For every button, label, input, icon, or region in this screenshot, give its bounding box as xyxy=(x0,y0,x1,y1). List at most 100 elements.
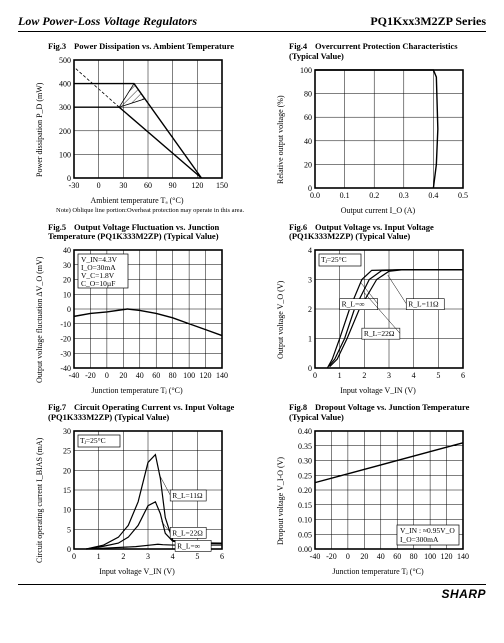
svg-text:2: 2 xyxy=(308,305,312,314)
svg-text:20: 20 xyxy=(304,160,312,169)
svg-text:20: 20 xyxy=(63,466,71,475)
svg-text:140: 140 xyxy=(457,552,469,561)
svg-text:Tⱼ=25°C: Tⱼ=25°C xyxy=(321,255,347,264)
svg-text:40: 40 xyxy=(63,246,71,255)
svg-text:0: 0 xyxy=(105,371,109,380)
fig7-xlabel: Input voltage V_IN (V) xyxy=(99,567,175,576)
fig8-xlabel: Junction temperature Tⱼ (°C) xyxy=(332,567,423,576)
svg-text:60: 60 xyxy=(144,181,152,190)
brand: SHARP xyxy=(441,587,486,601)
fig4-ylabel: Relative output voltage (%) xyxy=(276,64,285,215)
header-left: Low Power-Loss Voltage Regulators xyxy=(18,14,197,29)
svg-text:0.05: 0.05 xyxy=(298,530,312,539)
fig7-plot: 0123456051015202530Tⱼ=25°CR_L=11ΩR_L=22Ω… xyxy=(46,425,228,565)
svg-text:R_L=11Ω: R_L=11Ω xyxy=(172,491,203,500)
svg-text:0.2: 0.2 xyxy=(369,191,379,200)
fig8: Fig.8Dropout Voltage vs. Junction Temper… xyxy=(259,403,486,576)
svg-text:0.1: 0.1 xyxy=(340,191,350,200)
svg-text:80: 80 xyxy=(304,89,312,98)
svg-text:0.40: 0.40 xyxy=(298,427,312,436)
fig5-title: Fig.5Output Voltage Fluctuation vs. Junc… xyxy=(18,223,245,243)
svg-text:I_O=300mA: I_O=300mA xyxy=(400,535,439,544)
svg-text:10: 10 xyxy=(63,505,71,514)
page-header: Low Power-Loss Voltage Regulators PQ1Kxx… xyxy=(18,14,486,32)
svg-text:-40: -40 xyxy=(60,364,71,373)
fig8-plot: -40-200204060801001201400.000.050.100.15… xyxy=(287,425,469,565)
fig3-xlabel: Ambient temperature Tₐ (°C) xyxy=(91,196,184,205)
svg-text:40: 40 xyxy=(377,552,385,561)
svg-text:60: 60 xyxy=(304,113,312,122)
svg-text:0: 0 xyxy=(308,364,312,373)
svg-text:4: 4 xyxy=(412,371,416,380)
svg-text:Tⱼ=25°C: Tⱼ=25°C xyxy=(80,436,106,445)
fig5-xlabel: Junction temperature Tⱼ (°C) xyxy=(91,386,182,395)
fig5-ylabel: Output voltage fluctuation ΔV_O (mV) xyxy=(35,244,44,395)
svg-text:3: 3 xyxy=(387,371,391,380)
fig5: Fig.5Output Voltage Fluctuation vs. Junc… xyxy=(18,223,245,396)
svg-text:120: 120 xyxy=(441,552,453,561)
svg-text:R_L=22Ω: R_L=22Ω xyxy=(172,528,203,537)
fig3-title: Fig.3Power Dissipation vs. Ambient Tempe… xyxy=(18,42,234,52)
svg-text:10: 10 xyxy=(63,290,71,299)
svg-text:0: 0 xyxy=(67,174,71,183)
svg-text:0.3: 0.3 xyxy=(399,191,409,200)
svg-text:20: 20 xyxy=(360,552,368,561)
svg-text:-20: -20 xyxy=(326,552,337,561)
svg-text:120: 120 xyxy=(191,181,203,190)
svg-text:-20: -20 xyxy=(85,371,96,380)
fig3-note: Note) Oblique line portion:Overheat prot… xyxy=(18,207,244,214)
svg-text:0.10: 0.10 xyxy=(298,515,312,524)
svg-text:0.00: 0.00 xyxy=(298,545,312,554)
fig6-ylabel: Output voltage V_O (V) xyxy=(276,244,285,395)
fig8-ylabel: Dropout voltage V_I-O (V) xyxy=(276,425,285,576)
svg-text:6: 6 xyxy=(220,552,224,561)
svg-text:0.4: 0.4 xyxy=(428,191,438,200)
fig7-title: Fig.7Circuit Operating Current vs. Input… xyxy=(18,403,245,423)
svg-text:0: 0 xyxy=(67,305,71,314)
svg-text:100: 100 xyxy=(424,552,436,561)
header-right: PQ1Kxx3M2ZP Series xyxy=(370,14,486,29)
svg-text:0: 0 xyxy=(72,552,76,561)
svg-text:1: 1 xyxy=(97,552,101,561)
svg-text:0: 0 xyxy=(67,545,71,554)
svg-text:20: 20 xyxy=(119,371,127,380)
svg-text:0: 0 xyxy=(308,184,312,193)
charts-grid: Fig.3Power Dissipation vs. Ambient Tempe… xyxy=(18,42,486,576)
svg-text:R_L=22Ω: R_L=22Ω xyxy=(364,329,395,338)
svg-text:0.5: 0.5 xyxy=(458,191,468,200)
fig4-plot: 0.00.10.20.30.40.5020406080100 xyxy=(287,64,469,204)
svg-text:60: 60 xyxy=(152,371,160,380)
svg-text:0.25: 0.25 xyxy=(298,471,312,480)
svg-text:1: 1 xyxy=(308,335,312,344)
svg-text:R_L=11Ω: R_L=11Ω xyxy=(408,300,439,309)
svg-text:3: 3 xyxy=(146,552,150,561)
fig8-title: Fig.8Dropout Voltage vs. Junction Temper… xyxy=(259,403,486,423)
svg-text:80: 80 xyxy=(410,552,418,561)
svg-text:30: 30 xyxy=(63,427,71,436)
svg-text:5: 5 xyxy=(436,371,440,380)
svg-text:25: 25 xyxy=(63,446,71,455)
svg-text:0.30: 0.30 xyxy=(298,456,312,465)
svg-text:1: 1 xyxy=(338,371,342,380)
svg-text:-30: -30 xyxy=(60,349,71,358)
svg-text:80: 80 xyxy=(169,371,177,380)
svg-text:4: 4 xyxy=(308,246,312,255)
svg-text:0: 0 xyxy=(313,371,317,380)
fig3: Fig.3Power Dissipation vs. Ambient Tempe… xyxy=(18,42,245,215)
svg-text:6: 6 xyxy=(461,371,465,380)
svg-text:0.35: 0.35 xyxy=(298,441,312,450)
svg-text:100: 100 xyxy=(183,371,195,380)
fig5-plot: -40-20020406080100120140-40-30-20-100102… xyxy=(46,244,228,384)
svg-text:-20: -20 xyxy=(60,335,71,344)
svg-text:2: 2 xyxy=(362,371,366,380)
svg-text:60: 60 xyxy=(393,552,401,561)
fig6-xlabel: Input voltage V_IN (V) xyxy=(340,386,416,395)
svg-text:100: 100 xyxy=(300,66,312,75)
svg-text:2: 2 xyxy=(121,552,125,561)
svg-text:120: 120 xyxy=(200,371,212,380)
fig6-plot: 012345601234Tⱼ=25°CR_L=∞R_L=22ΩR_L=11Ω xyxy=(287,244,469,384)
svg-text:3: 3 xyxy=(308,276,312,285)
svg-text:500: 500 xyxy=(59,56,71,65)
svg-text:0.15: 0.15 xyxy=(298,500,312,509)
fig4: Fig.4Overcurrent Protection Characterist… xyxy=(259,42,486,215)
